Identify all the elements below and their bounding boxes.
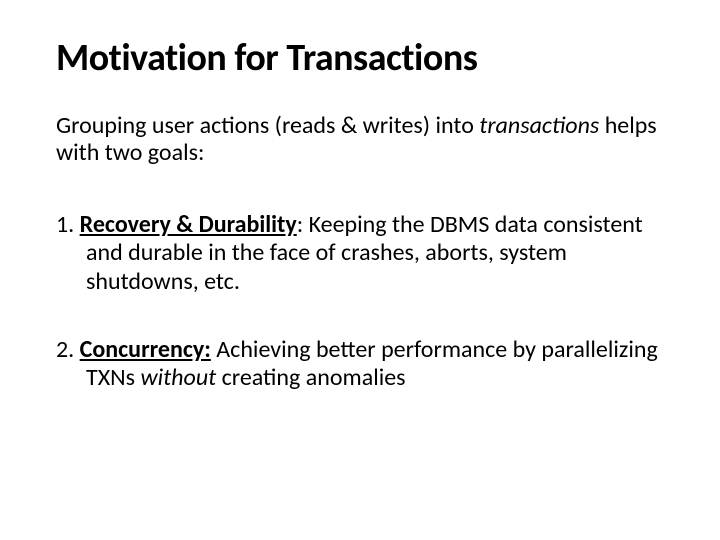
list-item-2: 2. Concurrency: Achieving better perform… — [56, 336, 664, 393]
slide-title: Motivation for Transactions — [56, 38, 664, 80]
item1-number: 1. — [56, 210, 80, 239]
intro-paragraph: Grouping user actions (reads & writes) i… — [56, 112, 664, 167]
item2-number: 2. — [56, 335, 80, 364]
intro-text-pre: Grouping user actions (reads & writes) i… — [56, 111, 479, 140]
item2-text-italic: without — [140, 363, 216, 392]
list-item-1: 1. Recovery & Durability: Keeping the DB… — [56, 211, 664, 296]
item2-label: Concurrency: — [80, 335, 211, 364]
intro-text-italic: transactions — [479, 111, 599, 140]
slide-container: Motivation for Transactions Grouping use… — [0, 0, 720, 540]
item1-label: Recovery & Durability — [80, 210, 297, 239]
item2-text-post: creating anomalies — [216, 363, 405, 392]
